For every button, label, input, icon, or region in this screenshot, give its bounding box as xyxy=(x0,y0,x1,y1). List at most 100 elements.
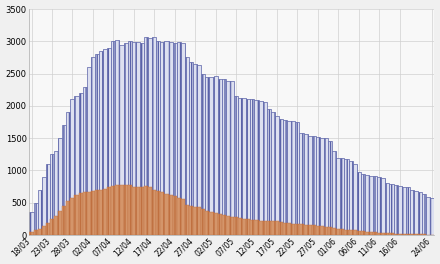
Bar xyxy=(341,158,345,235)
Bar xyxy=(144,186,148,235)
Bar xyxy=(177,197,181,235)
Bar xyxy=(58,138,62,235)
Bar xyxy=(103,188,107,235)
Bar xyxy=(308,225,312,235)
Bar xyxy=(398,186,402,235)
Bar xyxy=(410,190,414,235)
Bar xyxy=(197,65,201,235)
Bar xyxy=(263,221,267,235)
Bar xyxy=(165,41,169,235)
Bar xyxy=(181,43,185,235)
Bar xyxy=(62,206,66,235)
Bar xyxy=(177,42,181,235)
Bar xyxy=(259,220,263,235)
Bar xyxy=(95,54,99,235)
Bar xyxy=(115,40,119,235)
Bar xyxy=(152,37,156,235)
Bar xyxy=(74,96,79,235)
Bar xyxy=(66,201,70,235)
Bar xyxy=(254,220,259,235)
Bar xyxy=(332,228,336,235)
Bar xyxy=(66,112,70,235)
Bar xyxy=(111,186,115,235)
Bar xyxy=(54,151,58,235)
Bar xyxy=(328,142,332,235)
Bar xyxy=(83,192,87,235)
Bar xyxy=(361,232,365,235)
Bar xyxy=(79,93,83,235)
Bar xyxy=(119,45,124,235)
Bar xyxy=(406,234,410,235)
Bar xyxy=(136,187,140,235)
Bar xyxy=(42,226,46,235)
Bar xyxy=(70,100,74,235)
Bar xyxy=(209,77,213,235)
Bar xyxy=(369,232,373,235)
Bar xyxy=(381,233,385,235)
Bar xyxy=(345,159,348,235)
Bar xyxy=(352,230,357,235)
Bar xyxy=(365,232,369,235)
Bar xyxy=(259,101,263,235)
Bar xyxy=(246,99,250,235)
Bar xyxy=(33,230,38,235)
Bar xyxy=(140,43,144,235)
Bar xyxy=(291,121,295,235)
Bar xyxy=(295,122,300,235)
Bar xyxy=(373,176,377,235)
Bar xyxy=(254,100,259,235)
Bar xyxy=(242,219,246,235)
Bar xyxy=(263,102,267,235)
Bar xyxy=(218,214,222,235)
Bar xyxy=(357,172,361,235)
Bar xyxy=(87,192,91,235)
Bar xyxy=(62,125,66,235)
Bar xyxy=(205,210,209,235)
Bar xyxy=(222,215,226,235)
Bar xyxy=(29,232,33,235)
Bar xyxy=(136,42,140,235)
Bar xyxy=(414,191,418,235)
Bar xyxy=(119,185,124,235)
Bar xyxy=(38,229,42,235)
Bar xyxy=(124,185,128,235)
Bar xyxy=(33,203,38,235)
Bar xyxy=(152,190,156,235)
Bar xyxy=(58,210,62,235)
Bar xyxy=(242,98,246,235)
Bar xyxy=(230,217,234,235)
Bar xyxy=(316,137,320,235)
Bar xyxy=(213,213,218,235)
Bar xyxy=(267,109,271,235)
Bar xyxy=(148,38,152,235)
Bar xyxy=(230,81,234,235)
Bar xyxy=(50,219,54,235)
Bar xyxy=(418,192,422,235)
Bar xyxy=(275,221,279,235)
Bar xyxy=(426,234,430,235)
Bar xyxy=(79,193,83,235)
Bar xyxy=(267,221,271,235)
Bar xyxy=(304,134,308,235)
Bar xyxy=(283,120,287,235)
Bar xyxy=(181,199,185,235)
Bar xyxy=(422,194,426,235)
Bar xyxy=(389,184,393,235)
Bar xyxy=(426,197,430,235)
Bar xyxy=(189,206,193,235)
Bar xyxy=(418,234,422,235)
Bar xyxy=(87,67,91,235)
Bar xyxy=(148,187,152,235)
Bar xyxy=(402,187,406,235)
Bar xyxy=(91,191,95,235)
Bar xyxy=(107,48,111,235)
Bar xyxy=(226,81,230,235)
Bar xyxy=(209,213,213,235)
Bar xyxy=(172,43,177,235)
Bar xyxy=(304,225,308,235)
Bar xyxy=(222,79,226,235)
Bar xyxy=(246,219,250,235)
Bar xyxy=(156,41,160,235)
Bar xyxy=(336,229,341,235)
Bar xyxy=(189,62,193,235)
